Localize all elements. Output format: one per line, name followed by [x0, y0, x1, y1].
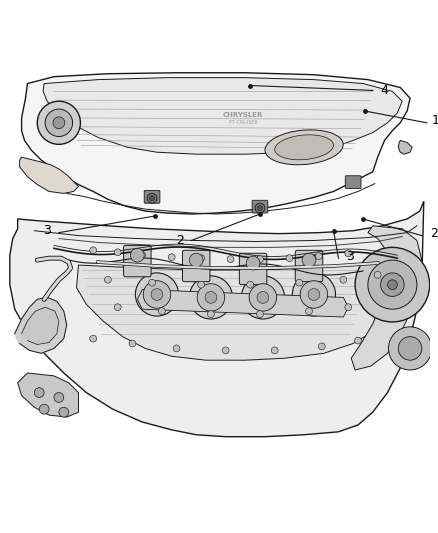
Circle shape — [148, 279, 155, 286]
Circle shape — [105, 276, 111, 283]
FancyBboxPatch shape — [345, 176, 361, 189]
Circle shape — [286, 255, 293, 262]
Circle shape — [247, 281, 254, 288]
Circle shape — [114, 304, 121, 311]
Circle shape — [173, 345, 180, 352]
FancyBboxPatch shape — [295, 251, 323, 282]
Circle shape — [315, 253, 322, 260]
Circle shape — [271, 347, 278, 354]
Circle shape — [296, 279, 303, 286]
Circle shape — [208, 311, 214, 318]
Circle shape — [59, 407, 69, 417]
FancyBboxPatch shape — [239, 253, 267, 285]
Circle shape — [258, 206, 262, 211]
Circle shape — [306, 308, 312, 314]
Circle shape — [139, 252, 146, 259]
Polygon shape — [21, 72, 410, 214]
Circle shape — [345, 250, 352, 257]
Circle shape — [159, 308, 165, 314]
Text: PT CRUISER: PT CRUISER — [229, 120, 258, 125]
Circle shape — [205, 292, 217, 303]
FancyBboxPatch shape — [252, 200, 268, 213]
Text: 3: 3 — [43, 224, 51, 237]
Text: 3: 3 — [346, 249, 354, 263]
Circle shape — [257, 311, 263, 318]
Polygon shape — [77, 258, 397, 360]
Circle shape — [222, 347, 229, 354]
Circle shape — [168, 254, 175, 261]
Polygon shape — [43, 78, 402, 154]
Ellipse shape — [275, 135, 333, 160]
Polygon shape — [18, 373, 78, 417]
Text: CHRYSLER: CHRYSLER — [223, 112, 264, 118]
Circle shape — [355, 337, 361, 344]
Polygon shape — [15, 297, 67, 353]
Text: 2: 2 — [177, 234, 184, 247]
Circle shape — [398, 337, 422, 360]
Circle shape — [90, 335, 97, 342]
Circle shape — [135, 273, 179, 316]
Circle shape — [45, 109, 73, 136]
Circle shape — [255, 203, 265, 213]
Circle shape — [302, 253, 316, 267]
Circle shape — [257, 256, 263, 263]
Circle shape — [34, 387, 44, 398]
Circle shape — [37, 101, 81, 144]
Polygon shape — [398, 140, 412, 154]
Circle shape — [389, 327, 431, 370]
Circle shape — [257, 292, 269, 303]
Circle shape — [388, 280, 397, 289]
Circle shape — [53, 117, 65, 128]
Circle shape — [345, 304, 352, 311]
Circle shape — [249, 284, 277, 311]
Circle shape — [39, 405, 49, 414]
Polygon shape — [20, 157, 78, 193]
FancyBboxPatch shape — [183, 251, 210, 282]
FancyBboxPatch shape — [124, 245, 151, 277]
Polygon shape — [351, 226, 422, 370]
Circle shape — [197, 284, 225, 311]
Circle shape — [150, 196, 155, 201]
FancyBboxPatch shape — [144, 190, 160, 203]
Circle shape — [381, 273, 404, 296]
Circle shape — [292, 273, 336, 316]
Circle shape — [189, 253, 203, 267]
Circle shape — [131, 248, 144, 262]
Circle shape — [54, 393, 64, 402]
Circle shape — [308, 288, 320, 300]
Circle shape — [318, 343, 325, 350]
Polygon shape — [21, 307, 59, 344]
Circle shape — [340, 276, 347, 283]
Circle shape — [246, 256, 260, 270]
Circle shape — [129, 340, 136, 347]
Circle shape — [241, 276, 285, 319]
Circle shape — [374, 271, 381, 278]
Circle shape — [143, 281, 171, 308]
Polygon shape — [10, 201, 424, 437]
Circle shape — [300, 281, 328, 308]
Polygon shape — [138, 289, 348, 317]
Circle shape — [355, 247, 430, 322]
Text: 1: 1 — [431, 114, 438, 127]
Circle shape — [151, 288, 163, 300]
Text: 2: 2 — [430, 227, 438, 240]
Circle shape — [147, 193, 157, 203]
Circle shape — [227, 256, 234, 263]
Circle shape — [90, 247, 97, 254]
Circle shape — [368, 260, 417, 309]
Circle shape — [189, 276, 233, 319]
Ellipse shape — [265, 130, 343, 165]
Circle shape — [114, 249, 121, 256]
Text: 4: 4 — [381, 84, 389, 97]
Circle shape — [198, 281, 205, 288]
Circle shape — [198, 255, 205, 262]
